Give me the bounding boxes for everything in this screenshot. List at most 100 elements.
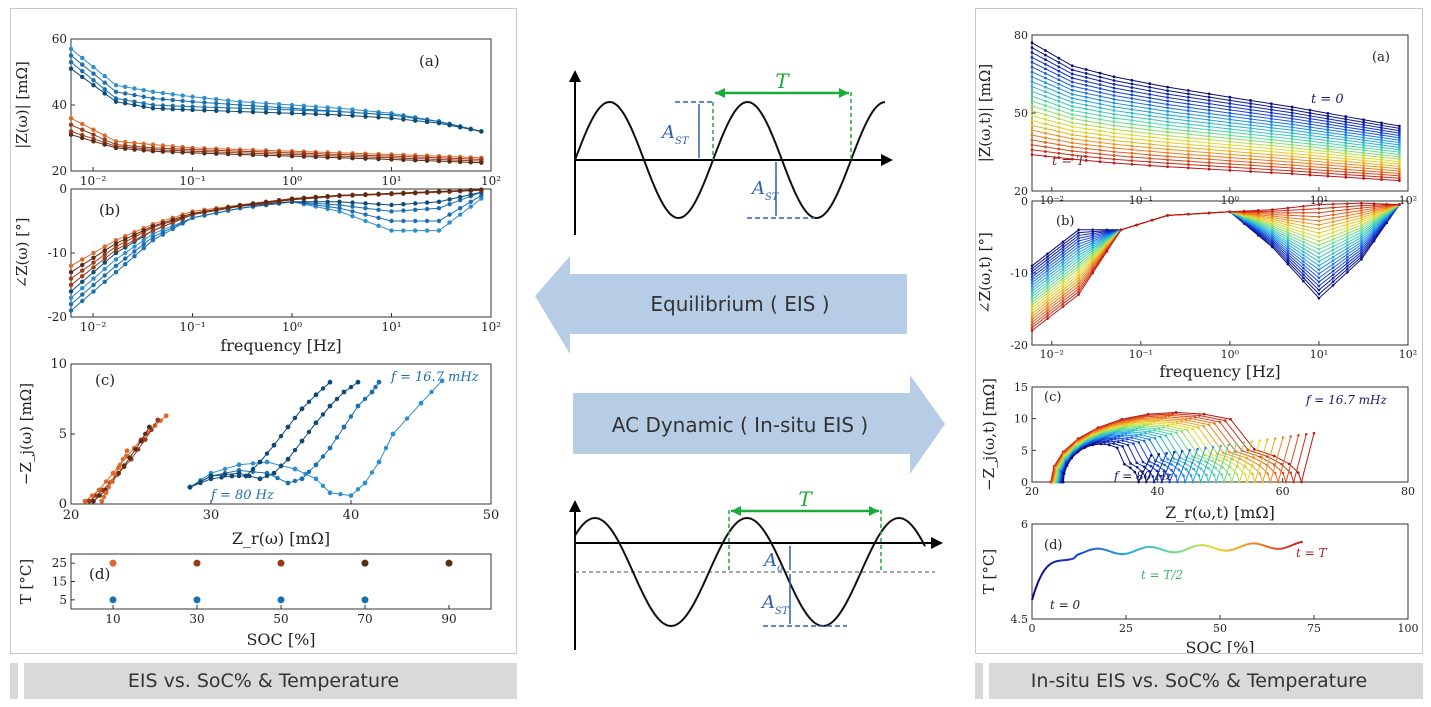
- right-a-series-22-point: [1380, 175, 1383, 179]
- right-d-segment: [1109, 550, 1114, 554]
- ac-dynamic-label: AC Dynamic ( In-situ EIS ): [612, 413, 868, 437]
- right-c-series-1-point: [1289, 471, 1292, 475]
- right-b-series-23-point: [1286, 206, 1290, 210]
- x-tick-label: 90: [441, 612, 456, 626]
- right-a-series-9-point: [1098, 106, 1102, 110]
- left-b-series-2-point: [180, 221, 185, 226]
- y-tick-label: 0: [59, 497, 67, 512]
- right-b-series-19-point: [1286, 216, 1290, 220]
- left-a-series-0-point: [190, 94, 195, 99]
- right-b-series-17-point: [1331, 223, 1335, 227]
- right-a-series-5-point: [1057, 78, 1061, 82]
- x-tick-label: 75: [1307, 622, 1321, 635]
- left-arrow-shape: [535, 256, 907, 354]
- right-b-series-19-point: [1030, 318, 1034, 321]
- left-c-series-2-point: [264, 473, 270, 479]
- right-b-series-11-point: [1061, 271, 1065, 275]
- right-a-series-7-point: [1290, 125, 1294, 129]
- right-a-series-12-point: [1207, 131, 1211, 135]
- left-a-series-7-point: [225, 151, 231, 157]
- right-a-series-12-point: [1166, 127, 1170, 131]
- right-a-series-10-point: [1308, 136, 1312, 140]
- left-a-series-5-point: [80, 127, 85, 132]
- x-tick-label: 10⁻²: [80, 320, 107, 334]
- right-b-series-23-point: [1150, 218, 1154, 222]
- left-b-series-0-point: [468, 204, 473, 209]
- right-c-series-4-point: [1269, 480, 1272, 484]
- right-b-series-22-point: [1317, 207, 1321, 210]
- left-c-series-4-point: [96, 487, 102, 493]
- left-b-series-1-point: [123, 256, 128, 261]
- right-b-series-0-point: [1030, 264, 1034, 268]
- right-c-series-18-point: [1141, 460, 1145, 464]
- left-a-series-3-point: [113, 99, 119, 104]
- right-c-series-7-point: [1128, 423, 1131, 426]
- right-a-series-9-point: [1249, 126, 1253, 130]
- right-d-segment: [1287, 544, 1292, 548]
- right-b-series-2-point: [1286, 257, 1290, 261]
- left-a-series-7-point: [160, 149, 166, 154]
- left-b-series-3-point: [102, 260, 107, 265]
- right-d-segment: [1185, 547, 1189, 551]
- right-c-series-12-point: [1164, 434, 1168, 437]
- right-c-series-9-point: [1123, 426, 1126, 429]
- amplitude-label: A: [660, 122, 675, 143]
- right-a-series-5-point: [1326, 125, 1330, 129]
- right-c-series-5-line: [1053, 419, 1276, 484]
- right-c-series-7-line: [1054, 422, 1261, 484]
- right-a-series-2-point: [1148, 89, 1152, 93]
- left-a-series-7-point: [350, 156, 355, 161]
- left-b-series-1-point: [457, 206, 463, 211]
- right-b-series-6-point: [1077, 245, 1080, 249]
- left-a-series-7-point: [91, 139, 96, 144]
- arrow-head: [931, 537, 943, 549]
- right-a-series-16-point: [1290, 152, 1294, 155]
- left-c-series-1-point: [376, 379, 382, 385]
- right-a-series-14-point: [1112, 127, 1116, 131]
- left-c-series-4-point: [103, 479, 109, 484]
- right-a-series-4-point: [1112, 90, 1116, 94]
- left-c-series-1-point: [313, 462, 319, 468]
- left-b-series-1-point: [413, 218, 418, 224]
- x-tick-label: 30: [189, 612, 204, 626]
- right-b-series-21-point: [1046, 311, 1049, 315]
- left-b-series-7-point: [190, 211, 195, 216]
- right-a-series-5-point: [1070, 84, 1074, 88]
- right-c-series-14-point: [1166, 457, 1169, 461]
- left-c-series-3-point: [313, 392, 319, 398]
- right-c-series-4-point: [1184, 418, 1188, 422]
- right-a-series-20-point: [1186, 156, 1190, 160]
- right-c-series-21-point: [1137, 480, 1140, 484]
- right-b-series-23-point: [1030, 329, 1034, 332]
- right-a-series-18-point: [1044, 131, 1047, 135]
- right-b-series-9-point: [1077, 253, 1080, 257]
- right-c-series-6-line: [1053, 420, 1268, 484]
- y-tick-label: -20: [1010, 339, 1028, 352]
- left-c-series-1-point: [285, 480, 291, 486]
- right-a-series-18-point: [1112, 142, 1116, 146]
- left-b-series-2-point: [132, 254, 137, 259]
- right-c-series-19-point: [1117, 440, 1120, 444]
- y-tick-label: -20: [48, 310, 67, 324]
- right-b-series-22-point: [1077, 290, 1080, 294]
- right-a-series-21-point: [1380, 173, 1383, 176]
- y-axis-label: −Z_j(ω,t) [mΩ]: [980, 378, 998, 491]
- right-b-series-22-point: [1302, 208, 1305, 211]
- right-a-series-7-point: [1044, 81, 1047, 85]
- right-b-series-18-point: [1317, 223, 1321, 227]
- plot-frame: [1031, 386, 1409, 483]
- left-b-series-7-point: [401, 190, 406, 196]
- left-c-series-2-point: [348, 384, 354, 390]
- right-a-series-2-point: [1326, 117, 1330, 121]
- left-a-series-0-point: [102, 73, 107, 79]
- right-c-series-13-point: [1197, 474, 1201, 477]
- left-b-series-3-point: [389, 202, 394, 208]
- right-a-series-20-point: [1030, 138, 1034, 142]
- right-a-series-9-point: [1112, 109, 1116, 112]
- left-b-series-2-point: [170, 226, 175, 232]
- right-c-series-5-point: [1202, 424, 1205, 428]
- right-a-series-18-point: [1084, 139, 1088, 143]
- right-a-series-1-point: [1397, 126, 1401, 130]
- left-b-series-1-point: [80, 292, 85, 297]
- right-a-series-17-point: [1397, 164, 1401, 168]
